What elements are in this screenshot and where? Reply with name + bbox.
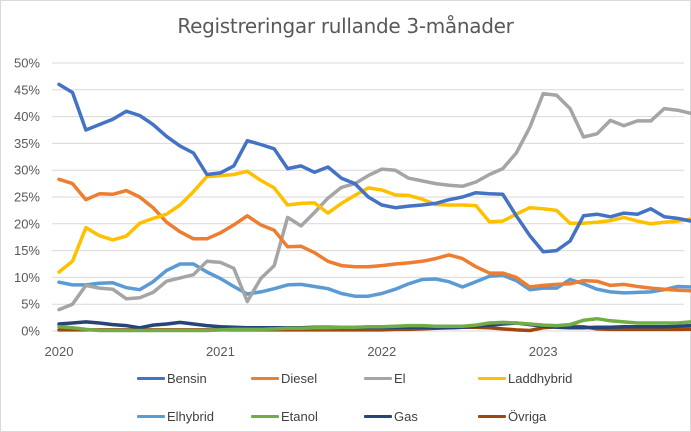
legend-label: Diesel — [281, 371, 318, 386]
legend-item-gas: Gas — [364, 409, 418, 424]
chart-title: Registreringar rullande 3-månader — [177, 14, 514, 38]
y-tick-label: 25% — [14, 190, 40, 205]
legend-item-laddhybrid: Laddhybrid — [478, 371, 572, 386]
legend-item-etanol: Etanol — [251, 409, 318, 424]
legend-swatch — [251, 415, 279, 418]
x-tick-label: 2021 — [206, 344, 235, 359]
y-tick-label: 20% — [14, 216, 40, 231]
legend-item-el: El — [364, 371, 406, 386]
y-tick-label: 30% — [14, 163, 40, 178]
legend-swatch — [364, 377, 392, 380]
series-line-laddhybrid — [57, 169, 691, 274]
legend-label: El — [394, 371, 406, 386]
legend-label: Etanol — [281, 409, 318, 424]
legend-swatch — [364, 415, 392, 418]
series-line-bensin — [57, 82, 691, 254]
series-line-etanol — [57, 316, 691, 333]
legend-item-diesel: Diesel — [251, 371, 317, 386]
legend-label: Laddhybrid — [508, 371, 573, 386]
y-tick-label: 50% — [14, 56, 40, 71]
legend-label: Övriga — [508, 409, 547, 424]
legend-label: Elhybrid — [167, 409, 214, 424]
legend-label: Bensin — [167, 371, 207, 386]
y-tick-label: 40% — [14, 109, 40, 124]
legend-item-övriga: Övriga — [478, 409, 546, 424]
legend-swatch — [478, 377, 506, 380]
x-tick-label: 2022 — [367, 344, 396, 359]
y-axis-ticks: 0% 5% 10% 15% 20% 25% 30% 35% 40% 45% 50% — [14, 56, 40, 339]
y-tick-label: 0% — [21, 324, 40, 339]
series-line-el — [57, 91, 691, 312]
series-line-elhybrid — [57, 262, 691, 298]
y-tick-label: 45% — [14, 82, 40, 97]
x-tick-label: 2023 — [529, 344, 558, 359]
legend-item-elhybrid: Elhybrid — [137, 409, 214, 424]
legend-swatch — [137, 377, 165, 380]
legend-item-bensin: Bensin — [137, 371, 207, 386]
legend-label: Gas — [394, 409, 418, 424]
y-tick-label: 35% — [14, 136, 40, 151]
series-lines — [57, 82, 691, 333]
y-tick-label: 5% — [21, 297, 40, 312]
legend-swatch — [137, 415, 165, 418]
legend-swatch — [478, 415, 506, 418]
x-tick-label: 2020 — [45, 344, 74, 359]
series-line-diesel — [57, 177, 691, 293]
y-tick-label: 10% — [14, 270, 40, 285]
legend-swatch — [251, 377, 279, 380]
y-tick-label: 15% — [14, 243, 40, 258]
x-axis-ticks: 2020 2021 2022 2023 — [45, 344, 558, 359]
